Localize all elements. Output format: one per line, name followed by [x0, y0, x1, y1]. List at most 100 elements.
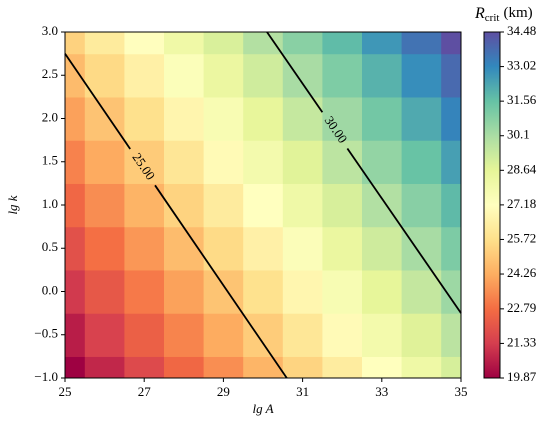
heat-cell [203, 226, 244, 271]
x-tick-label: 31 [296, 384, 309, 399]
x-tick-label: 25 [59, 384, 72, 399]
y-tick-label: −0.5 [34, 326, 58, 341]
colorbar-tick-label: 27.18 [507, 196, 536, 211]
heat-cell [282, 183, 323, 228]
heat-cell [124, 226, 165, 271]
heat-cell [362, 32, 403, 55]
heat-cell [65, 53, 86, 98]
heat-cell [124, 32, 165, 55]
heat-cell [441, 226, 461, 271]
heat-cell [124, 313, 165, 357]
heat-cell [441, 96, 461, 141]
heat-cell [84, 226, 125, 271]
heat-cell [164, 313, 205, 357]
heat-cell [322, 53, 363, 98]
heat-cell [441, 356, 461, 378]
x-axis-label: lg A [252, 401, 273, 416]
heat-cell [124, 96, 165, 141]
y-tick-label: 2.5 [42, 66, 58, 81]
heat-cell [243, 313, 284, 357]
colorbar-tick-label: 30.1 [507, 127, 530, 142]
y-axis-label: lg k [5, 195, 20, 214]
heat-cell [362, 96, 403, 141]
heat-cell [362, 313, 403, 357]
heat-cell [441, 269, 461, 314]
heat-cell [65, 269, 86, 314]
heat-cell [124, 356, 165, 378]
colorbar-tick-label: 24.26 [507, 265, 537, 280]
heat-cell [441, 313, 461, 357]
x-tick-label: 29 [217, 384, 230, 399]
heat-cell [203, 356, 244, 378]
colorbar-tick-label: 21.33 [507, 334, 536, 349]
heat-cell [401, 53, 442, 98]
colorbar-subscript: crit [485, 12, 500, 24]
heat-cell [65, 313, 86, 357]
heat-cell [243, 269, 284, 314]
heat-cell [65, 356, 86, 378]
x-tick-label: 35 [455, 384, 468, 399]
heat-cell [203, 32, 244, 55]
heat-cell [84, 313, 125, 357]
heat-cell [65, 183, 86, 228]
heat-cell [243, 356, 284, 378]
heat-cell [282, 32, 323, 55]
heat-cell [84, 183, 125, 228]
heat-cell [203, 53, 244, 98]
heat-cell [164, 140, 205, 184]
heat-cell [401, 183, 442, 228]
colorbar-tick-label: 31.56 [507, 92, 537, 107]
heat-cell [164, 96, 205, 141]
heat-cell [84, 32, 125, 55]
y-tick-label: 0.5 [42, 239, 58, 254]
colorbar-tick-label: 25.72 [507, 230, 536, 245]
colorbar [483, 31, 501, 379]
heat-cell [322, 226, 363, 271]
heat-cell [243, 226, 284, 271]
heat-cell [362, 53, 403, 98]
colorbar-tick-label: 34.48 [507, 23, 536, 38]
heat-cell [322, 96, 363, 141]
heat-cell [282, 226, 323, 271]
heat-cell [362, 269, 403, 314]
heat-cell [124, 140, 165, 184]
colorbar-tick-label: 33.02 [507, 58, 536, 73]
heat-cell [282, 140, 323, 184]
heat-cell [164, 269, 205, 314]
heat-cell [203, 96, 244, 141]
heatmap [65, 32, 461, 378]
y-tick-label: 3.0 [42, 23, 58, 38]
colorbar-tick-label: 19.87 [507, 369, 537, 384]
heat-cell [282, 269, 323, 314]
heat-cell [441, 32, 461, 55]
heat-cell [124, 269, 165, 314]
heat-cell [124, 53, 165, 98]
heat-cell [65, 140, 86, 184]
contour-line [64, 53, 288, 379]
colorbar-label: Rcrit (km) [474, 5, 533, 24]
heat-cell [243, 53, 284, 98]
heat-cell [243, 183, 284, 228]
heat-cell [401, 313, 442, 357]
y-tick-label: 2.0 [42, 109, 58, 124]
heat-cell [282, 53, 323, 98]
heat-cell [203, 313, 244, 357]
heat-cell [401, 32, 442, 55]
heat-cell [322, 356, 363, 378]
heat-cell [401, 140, 442, 184]
colorbar-unit: (km) [503, 5, 532, 21]
heat-cell [362, 183, 403, 228]
colorbar-symbol: R [474, 5, 485, 22]
heat-cell [362, 356, 403, 378]
heat-cell [362, 226, 403, 271]
contour-line [266, 31, 462, 314]
heat-cell [203, 140, 244, 184]
heat-cell [401, 96, 442, 141]
colorbar-tick-label: 28.64 [507, 161, 537, 176]
heat-cell [282, 356, 323, 378]
x-tick-label: 27 [138, 384, 152, 399]
heat-cell [164, 32, 205, 55]
heat-cell [401, 226, 442, 271]
y-tick-label: 1.5 [42, 153, 58, 168]
